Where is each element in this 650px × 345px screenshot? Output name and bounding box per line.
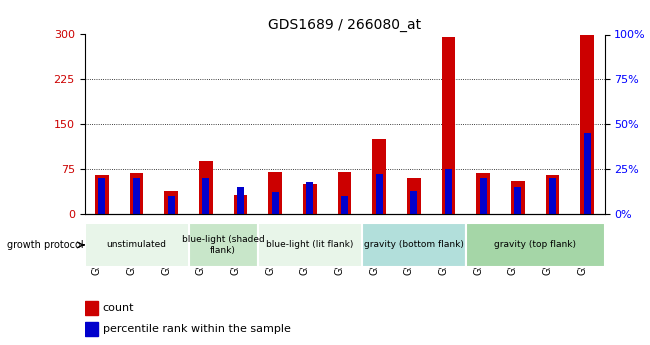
Text: blue-light (shaded
flank): blue-light (shaded flank): [182, 235, 265, 255]
Bar: [95, 175, 109, 214]
Text: count: count: [103, 303, 134, 313]
Bar: [410, 190, 417, 214]
Bar: [584, 133, 591, 214]
Bar: [202, 178, 209, 214]
Bar: [84, 322, 98, 336]
Bar: [480, 178, 487, 214]
Text: gravity (top flank): gravity (top flank): [494, 240, 576, 249]
Bar: [580, 34, 594, 214]
Bar: [237, 187, 244, 214]
Bar: [545, 175, 560, 214]
FancyBboxPatch shape: [258, 223, 362, 267]
Text: unstimulated: unstimulated: [107, 240, 166, 249]
Bar: [441, 38, 456, 214]
Bar: [514, 187, 521, 214]
FancyBboxPatch shape: [84, 223, 188, 267]
Title: GDS1689 / 266080_at: GDS1689 / 266080_at: [268, 18, 421, 32]
Bar: [164, 191, 178, 214]
Text: growth protocol: growth protocol: [7, 240, 84, 250]
Bar: [337, 172, 352, 214]
FancyBboxPatch shape: [466, 223, 604, 267]
Bar: [372, 139, 386, 214]
Bar: [233, 195, 248, 214]
Bar: [445, 169, 452, 214]
Text: gravity (bottom flank): gravity (bottom flank): [364, 240, 463, 249]
Bar: [84, 301, 98, 315]
Bar: [511, 181, 525, 214]
Text: blue-light (lit flank): blue-light (lit flank): [266, 240, 354, 249]
Bar: [268, 172, 282, 214]
Bar: [133, 178, 140, 214]
Bar: [376, 175, 383, 214]
Bar: [98, 178, 105, 214]
Bar: [549, 178, 556, 214]
FancyBboxPatch shape: [188, 223, 258, 267]
Bar: [341, 196, 348, 214]
Bar: [303, 184, 317, 214]
Bar: [407, 178, 421, 214]
Bar: [199, 161, 213, 214]
Bar: [272, 193, 279, 214]
Bar: [168, 196, 175, 214]
FancyBboxPatch shape: [362, 223, 466, 267]
Bar: [306, 181, 313, 214]
Bar: [476, 173, 490, 214]
Bar: [129, 173, 144, 214]
Text: percentile rank within the sample: percentile rank within the sample: [103, 324, 291, 334]
